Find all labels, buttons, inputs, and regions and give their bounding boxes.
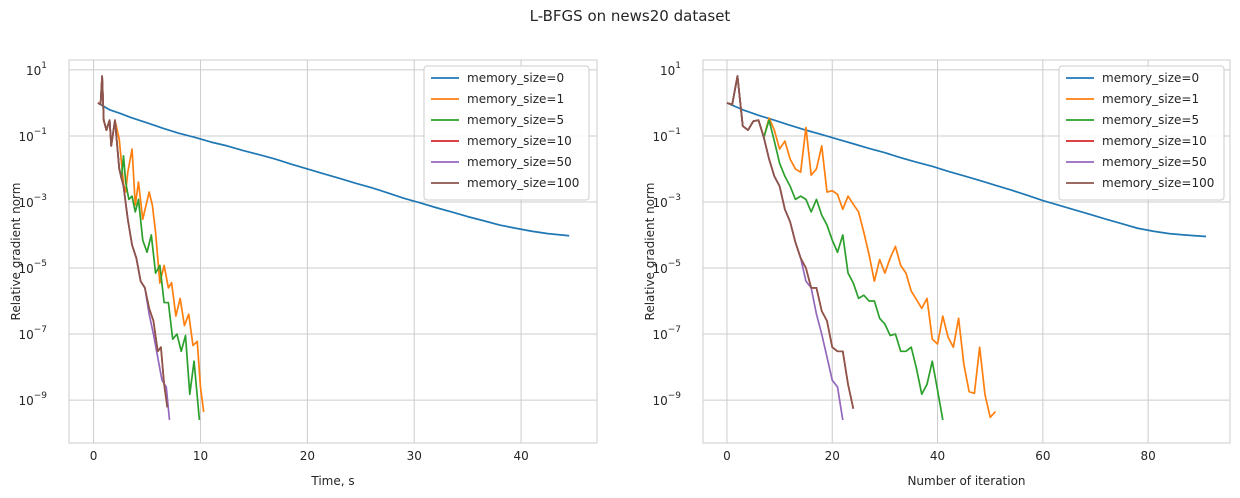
y-tick-exponent: −7 [668, 325, 681, 335]
x-tick-label: 60 [1035, 449, 1050, 463]
legend-label: memory_size=5 [1102, 113, 1199, 127]
x-tick-label: 30 [407, 449, 422, 463]
y-tick-label: 10−1 [18, 127, 47, 144]
y-tick-label: 101 [26, 61, 47, 78]
y-tick-exponent: −9 [668, 391, 682, 401]
legend-label: memory_size=50 [1102, 155, 1207, 169]
legend-label: memory_size=5 [467, 113, 564, 127]
x-axis-label: Number of iteration [907, 474, 1025, 488]
y-tick-label: 10−1 [652, 127, 681, 144]
legend-box [423, 65, 590, 201]
legend-label: memory_size=10 [1102, 134, 1207, 148]
legend-label: memory_size=100 [1102, 176, 1214, 190]
legend-label: memory_size=10 [467, 134, 572, 148]
y-tick-exponent: −7 [34, 325, 47, 335]
legend-label: memory_size=100 [467, 176, 579, 190]
right-chart-iterations: 0 20 40 60 80 101 10−1 10−3 10−5 10−7 10−9 Number o… [643, 59, 1231, 488]
y-tick-label: 10−9 [652, 391, 681, 408]
y-axis-label: Relative gradient norm [9, 183, 23, 321]
y-tick-exponent: −1 [34, 127, 47, 137]
legend-box [1058, 65, 1225, 201]
x-tick-label: 80 [1140, 449, 1155, 463]
legend-label: memory_size=1 [467, 92, 564, 106]
y-tick-label: 10−3 [18, 193, 47, 210]
series-line [726, 75, 855, 409]
figure-title: L-BFGS on news20 dataset [530, 7, 731, 25]
plot-frame [68, 59, 598, 444]
series-line [97, 75, 169, 408]
series-line [98, 102, 570, 237]
x-axis-label: Time, s [310, 474, 354, 488]
legend-label: memory_size=1 [1102, 92, 1199, 106]
x-tick-label: 0 [723, 449, 731, 463]
y-tick-exponent: −3 [34, 193, 47, 203]
x-tick-label: 0 [90, 449, 98, 463]
y-tick-label: 10−5 [652, 259, 681, 276]
y-tick-label: 10−9 [18, 391, 47, 408]
y-tick-exponent: −5 [34, 259, 47, 269]
y-tick-exponent: −9 [34, 391, 48, 401]
legend-label: memory_size=0 [1102, 71, 1199, 85]
y-tick-exponent: −5 [668, 259, 681, 269]
x-tick-label: 40 [513, 449, 528, 463]
plot-frame [702, 59, 1231, 444]
series-line [726, 75, 997, 419]
y-tick-exponent: 1 [675, 61, 681, 71]
y-tick-label: 10−5 [18, 259, 47, 276]
x-tick-label: 20 [825, 449, 840, 463]
y-tick-label: 10−7 [18, 325, 47, 342]
y-tick-exponent: −1 [668, 127, 681, 137]
legend-label: memory_size=0 [467, 71, 564, 85]
x-tick-label: 10 [193, 449, 208, 463]
left-chart-time: 0 10 20 30 40 101 10−1 10−3 10−5 10−7 10−9 Time, s R… [9, 59, 598, 488]
y-tick-label: 10−7 [652, 325, 681, 342]
x-tick-label: 20 [300, 449, 315, 463]
x-tick-label: 40 [930, 449, 945, 463]
legend-label: memory_size=50 [467, 155, 572, 169]
y-axis-label: Relative gradient norm [643, 183, 657, 321]
y-tick-exponent: 1 [41, 61, 47, 71]
y-tick-exponent: −3 [668, 193, 681, 203]
y-tick-label: 101 [660, 61, 681, 78]
y-tick-label: 10−3 [652, 193, 681, 210]
